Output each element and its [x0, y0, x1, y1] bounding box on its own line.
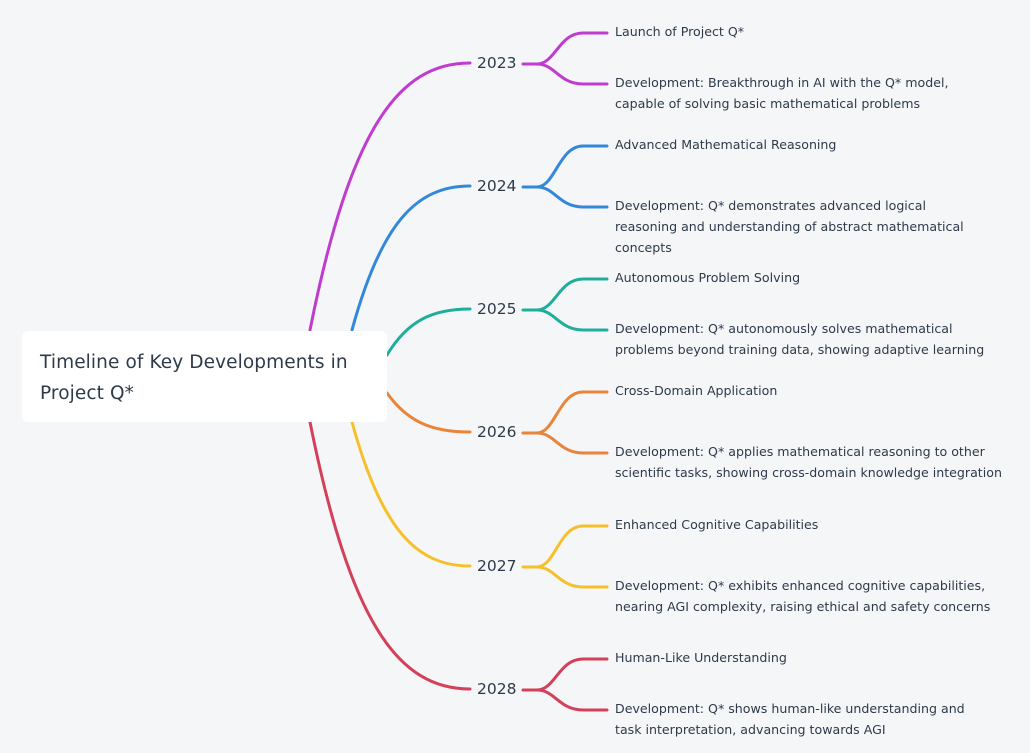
connector-2023-development — [535, 62, 609, 86]
milestone-node-2026[interactable]: Cross-Domain Application — [615, 383, 778, 398]
connector-2024-development — [535, 185, 609, 209]
development-node-2024[interactable]: Development: Q* demonstrates advanced lo… — [615, 198, 964, 255]
connector-root-to-2027 — [350, 420, 472, 568]
year-node-2027[interactable]: 2027 — [477, 557, 517, 575]
root-node-title: Timeline of Key Developments in Project … — [40, 352, 348, 404]
connector-2027-milestone — [535, 524, 609, 569]
milestone-node-2027[interactable]: Enhanced Cognitive Capabilities — [615, 517, 819, 532]
development-node-2023[interactable]: Development: Breakthrough in AI with the… — [615, 75, 949, 111]
connector-2025-development — [535, 308, 609, 332]
connector-2027-development — [535, 565, 609, 589]
connector-2026-development — [535, 431, 609, 455]
milestone-node-2024[interactable]: Advanced Mathematical Reasoning — [615, 137, 837, 152]
connector-2025-milestone — [535, 277, 609, 312]
milestone-node-2028[interactable]: Human-Like Understanding — [615, 650, 787, 665]
connector-root-to-2028 — [308, 420, 472, 691]
connector-root-to-2024 — [350, 184, 472, 332]
year-node-2028[interactable]: 2028 — [477, 680, 517, 698]
milestone-node-2025[interactable]: Autonomous Problem Solving — [615, 270, 801, 285]
year-node-2025[interactable]: 2025 — [477, 300, 517, 318]
connector-root-to-2023 — [308, 61, 472, 332]
development-node-2027[interactable]: Development: Q* exhibits enhanced cognit… — [615, 578, 991, 614]
milestone-node-2023[interactable]: Launch of Project Q* — [615, 24, 745, 39]
development-node-2028[interactable]: Development: Q* shows human-like underst… — [615, 701, 965, 737]
connector-2028-milestone — [535, 657, 609, 692]
connector-root-to-2025 — [385, 307, 472, 357]
year-node-2024[interactable]: 2024 — [477, 177, 517, 195]
connector-2023-milestone — [535, 31, 609, 66]
connector-2028-development — [535, 688, 609, 712]
connector-2024-milestone — [535, 144, 609, 189]
year-node-2023[interactable]: 2023 — [477, 54, 517, 72]
connector-root-to-2026 — [385, 391, 472, 434]
connector-2026-milestone — [535, 390, 609, 435]
year-node-2026[interactable]: 2026 — [477, 423, 517, 441]
development-node-2026[interactable]: Development: Q* applies mathematical rea… — [615, 444, 1002, 480]
development-node-2025[interactable]: Development: Q* autonomously solves math… — [615, 321, 985, 357]
root-node[interactable]: Timeline of Key Developments in Project … — [22, 331, 387, 422]
